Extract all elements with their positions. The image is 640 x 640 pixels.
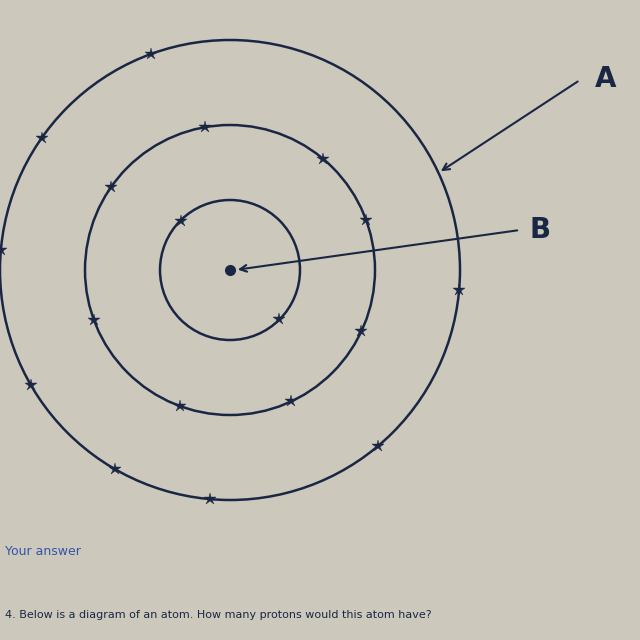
Text: A: A (595, 65, 616, 93)
Text: Your answer: Your answer (5, 545, 81, 558)
Text: B: B (530, 216, 551, 244)
Text: 4. Below is a diagram of an atom. How many protons would this atom have?: 4. Below is a diagram of an atom. How ma… (5, 610, 431, 620)
